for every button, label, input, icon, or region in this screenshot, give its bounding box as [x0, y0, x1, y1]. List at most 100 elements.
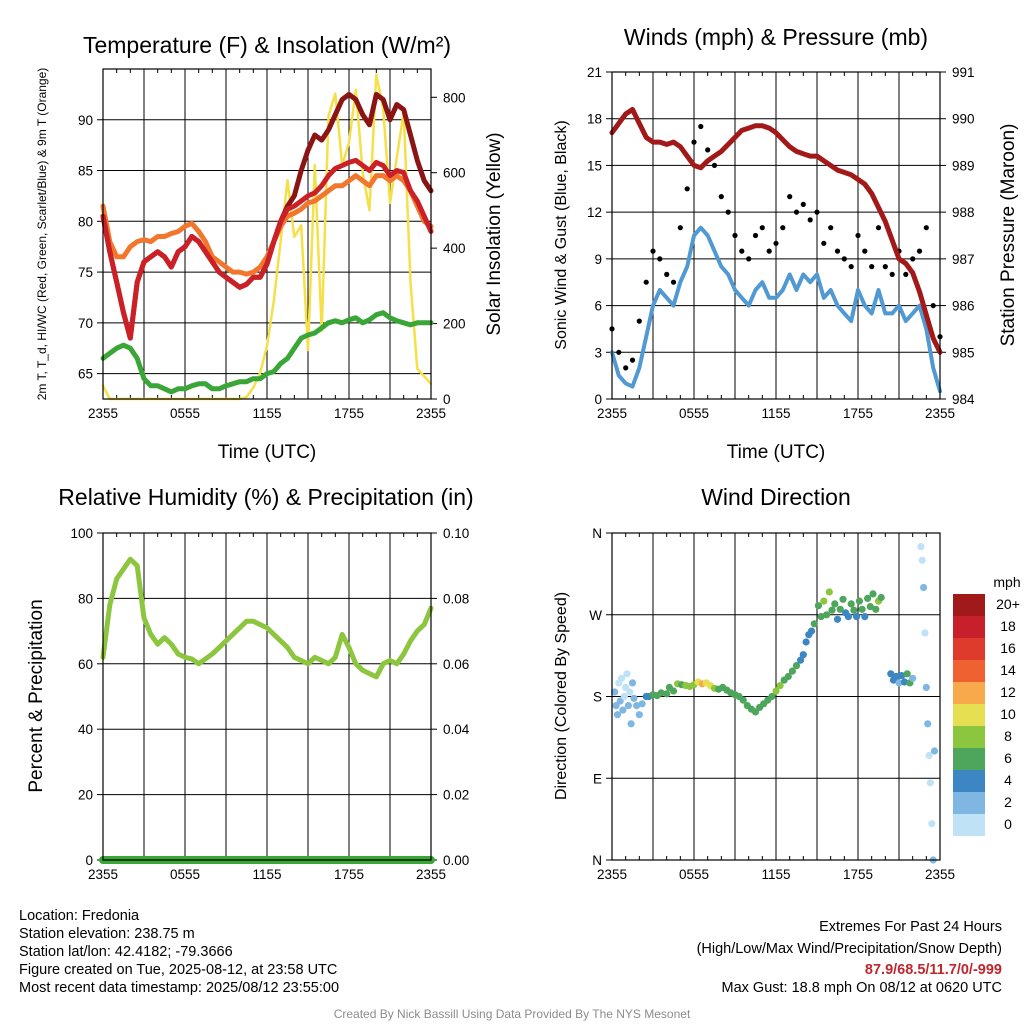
direction-point: [864, 594, 872, 603]
speed-legend-label: 6: [1004, 750, 1012, 766]
y-tick-label: 65: [78, 367, 93, 382]
direction-point: [768, 692, 776, 701]
speed-legend-label: 18: [1000, 618, 1016, 634]
direction-point: [833, 615, 842, 623]
x-tick-label: 1155: [252, 867, 281, 882]
gust-point: [670, 279, 677, 285]
speed-legend-label: 12: [1000, 684, 1016, 700]
direction-point: [872, 605, 880, 613]
gust-point: [773, 240, 779, 246]
y2-tick-label: 0.10: [443, 526, 469, 541]
y2-tick-label: 990: [952, 112, 975, 127]
direction-point: [799, 651, 807, 659]
extremes-subtitle: (High/Low/Max Wind/Precipitation/Snow De…: [696, 941, 1002, 957]
direction-point: [855, 597, 864, 605]
x-tick-label: 2355: [597, 406, 627, 421]
y-tick-label: 90: [78, 113, 93, 128]
direction-point: [611, 688, 619, 696]
direction-point: [847, 600, 855, 608]
speed-legend-unit: mph: [993, 574, 1020, 590]
y2-tick-label: 987: [952, 252, 975, 267]
y-axis-label-temperature: 2m T, T_d, HI/WC (Red, Green, Scarlet/Bl…: [35, 68, 49, 401]
direction-point: [638, 700, 646, 708]
gust-point: [889, 271, 895, 277]
speed-legend-label: 4: [1004, 772, 1012, 788]
y-tick-label: W: [589, 608, 602, 623]
gust-point: [841, 256, 847, 262]
speed-legend-swatch: [953, 814, 985, 836]
gust-points: [609, 123, 943, 371]
direction-point: [792, 662, 801, 670]
y-tick-label: 100: [70, 526, 93, 541]
direction-point: [825, 588, 833, 596]
direction-point: [619, 706, 627, 714]
direction-point: [669, 687, 678, 695]
wind-direction-points: [611, 543, 939, 864]
y-tick-label: 0: [594, 392, 602, 407]
direction-point: [892, 672, 900, 681]
gust-point: [800, 201, 806, 207]
x-tick-label: 1155: [252, 406, 281, 421]
speed-legend-label: 2: [1004, 794, 1012, 810]
x-tick-label: 0555: [679, 406, 709, 421]
gust-point: [766, 248, 772, 254]
series-line-sonic-wind: [610, 225, 942, 394]
gust-point: [910, 256, 916, 262]
speed-legend-swatch: [953, 660, 985, 682]
y2-tick-label: 0.02: [443, 788, 469, 803]
direction-point: [850, 606, 858, 614]
x-tick-label: 2355: [88, 406, 118, 421]
direction-point: [772, 687, 780, 695]
plot-border-temperature: [102, 68, 432, 400]
y2-tick-label: 989: [952, 158, 975, 173]
speed-legend-swatch: [953, 594, 985, 616]
direction-point: [928, 820, 936, 828]
y-tick-label: N: [592, 526, 602, 541]
y-tick-label: 18: [587, 112, 602, 127]
direction-point: [622, 683, 630, 692]
direction-point: [823, 611, 831, 619]
y-tick-label: 80: [78, 591, 93, 606]
direction-point: [900, 678, 909, 686]
x-axis-label-temperature: Time (UTC): [218, 442, 317, 463]
speed-legend-label: 16: [1000, 640, 1016, 656]
gust-point: [616, 349, 622, 355]
speed-legend-label: 0: [1004, 816, 1012, 832]
gust-point: [834, 248, 841, 254]
station-elevation: Station elevation: 238.75 m: [19, 926, 195, 942]
direction-point: [924, 720, 932, 728]
speed-legend-label: 10: [1000, 706, 1016, 722]
direction-point: [612, 702, 620, 710]
y-tick-label: S: [593, 690, 602, 705]
direction-point: [620, 692, 628, 701]
y-axis-label-humidity: Percent & Precipitation: [26, 599, 47, 792]
series-line-temp: [100, 157, 434, 341]
direction-point: [633, 702, 641, 710]
direction-point: [858, 605, 866, 613]
direction-point: [869, 590, 877, 598]
gust-point: [855, 232, 861, 239]
gust-point: [793, 209, 800, 215]
y-tick-label: 3: [594, 345, 602, 360]
y-axis-label-wind-direction: Direction (Colored By Speed): [553, 592, 570, 800]
direction-point: [930, 747, 939, 755]
speed-legend-swatch: [953, 616, 985, 638]
y-tick-label: 20: [78, 788, 93, 803]
gust-point: [711, 162, 718, 168]
direction-point: [903, 670, 911, 678]
max-gust: Max Gust: 18.8 mph On 08/12 at 0620 UTC: [721, 980, 1002, 996]
gust-point: [869, 264, 875, 270]
direction-point: [814, 602, 823, 610]
station-location: Location: Fredonia: [19, 908, 140, 924]
direction-point: [895, 679, 903, 687]
gust-point: [759, 225, 765, 231]
gust-point: [650, 248, 656, 254]
y-tick-label: 15: [587, 158, 602, 173]
y2-tick-label: 0.06: [443, 657, 469, 672]
y2-tick-label: 986: [952, 299, 975, 314]
x-tick-label: 2355: [925, 867, 955, 882]
gust-point: [739, 248, 745, 254]
direction-point: [887, 670, 895, 678]
chart-title-humidity: Relative Humidity (%) & Precipitation (i…: [58, 484, 473, 510]
chart-title-temperature: Temperature (F) & Insolation (W/m²): [83, 32, 451, 58]
